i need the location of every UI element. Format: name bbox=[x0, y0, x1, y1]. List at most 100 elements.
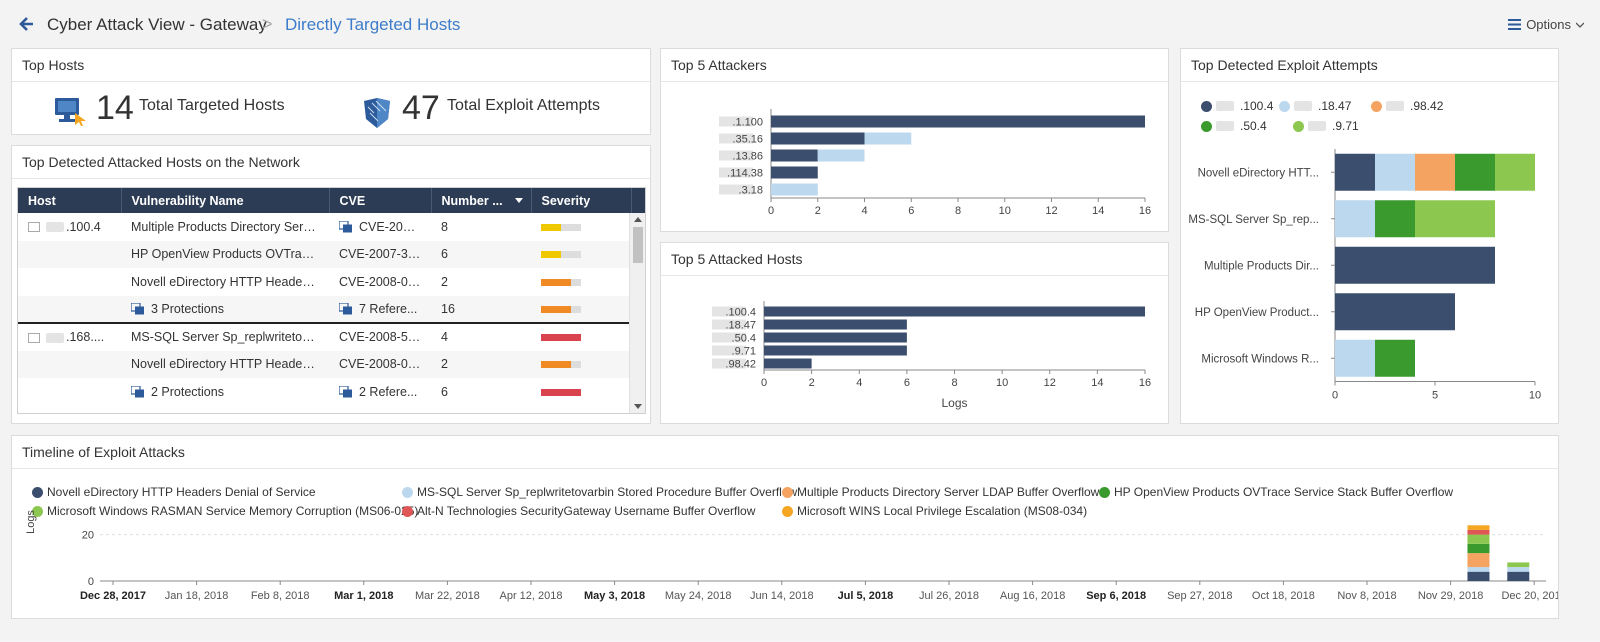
timeline-bar-segment[interactable] bbox=[1467, 567, 1490, 572]
bar-segment[interactable] bbox=[1375, 153, 1415, 191]
cve-cell[interactable]: CVE-2006... bbox=[329, 213, 431, 241]
legend-item[interactable]: .100.4 bbox=[1201, 99, 1273, 113]
panel-title: Top Detected Exploit Attempts bbox=[1191, 57, 1378, 73]
column-header-number[interactable]: Number ... bbox=[431, 188, 532, 213]
legend-item[interactable]: .98.42 bbox=[1371, 99, 1443, 113]
exploit-attempts-panel: Top Detected Exploit Attempts .100.4 .18.… bbox=[1180, 48, 1559, 424]
back-arrow-icon[interactable] bbox=[17, 14, 37, 34]
vulnerability-cell[interactable]: 2 Protections bbox=[121, 378, 329, 406]
bar-segment[interactable] bbox=[1335, 153, 1375, 191]
copy-icon[interactable] bbox=[131, 386, 145, 398]
legend-item[interactable]: .50.4 bbox=[1201, 119, 1267, 133]
sort-desc-icon[interactable] bbox=[514, 198, 523, 203]
category-label: .3.18 bbox=[739, 185, 763, 197]
timeline-bar-segment[interactable] bbox=[1467, 534, 1490, 544]
scroll-down-icon[interactable] bbox=[634, 404, 642, 409]
bar-segment[interactable] bbox=[1335, 200, 1375, 238]
bar-segment[interactable] bbox=[1335, 293, 1455, 331]
legend-item[interactable]: MS-SQL Server Sp_replwritetovarbin Store… bbox=[402, 485, 797, 499]
bar-segment[interactable] bbox=[1415, 153, 1455, 191]
scroll-up-icon[interactable] bbox=[634, 217, 642, 222]
legend-item[interactable]: Microsoft WINS Local Privilege Escalatio… bbox=[782, 504, 1087, 518]
scroll-thumb[interactable] bbox=[633, 227, 643, 263]
table-row[interactable]: Novell eDirectory HTTP Headers ... CVE-20… bbox=[18, 268, 645, 296]
bar[interactable] bbox=[764, 345, 907, 356]
bar[interactable] bbox=[771, 183, 818, 196]
bar-segment[interactable] bbox=[1495, 153, 1535, 191]
timeline-bar-segment[interactable] bbox=[1467, 553, 1490, 568]
cve-cell[interactable]: CVE-2008-0927 bbox=[329, 350, 431, 378]
column-header-host[interactable]: Host bbox=[18, 188, 122, 213]
x-tick-label: 5 bbox=[1432, 390, 1438, 402]
timeline-bar-segment[interactable] bbox=[1467, 571, 1490, 581]
copy-icon[interactable] bbox=[131, 303, 145, 315]
table-row[interactable]: HP OpenView Products OVTrace ... CVE-2007… bbox=[18, 240, 645, 268]
legend-item[interactable]: .9.71 bbox=[1293, 119, 1359, 133]
x-tick-label: 10 bbox=[1529, 390, 1541, 402]
bar[interactable] bbox=[864, 132, 912, 145]
bar[interactable] bbox=[771, 149, 818, 162]
table-row[interactable]: Novell eDirectory HTTP Headers ... CVE-20… bbox=[18, 350, 645, 378]
bar-segment[interactable] bbox=[1335, 339, 1375, 377]
table-row[interactable]: 3 Protections 7 Refere... 16 bbox=[18, 295, 645, 324]
cve-cell[interactable]: CVE-2008-5416 bbox=[329, 323, 431, 351]
options-button[interactable]: Options bbox=[1508, 17, 1584, 32]
cve-cell[interactable]: CVE-2008-0927 bbox=[329, 268, 431, 296]
legend-item[interactable]: Alt-N Technologies SecurityGateway Usern… bbox=[402, 504, 755, 518]
legend-item[interactable]: HP OpenView Products OVTrace Service Sta… bbox=[1099, 485, 1453, 499]
vulnerability-name: HP OpenView Products OVTrace ... bbox=[131, 247, 329, 262]
column-header-cve[interactable]: CVE bbox=[329, 188, 432, 213]
cve-cell[interactable]: 2 Refere... bbox=[329, 378, 431, 406]
host-icon bbox=[28, 222, 40, 233]
legend-item[interactable]: Novell eDirectory HTTP Headers Denial of… bbox=[32, 485, 316, 499]
bar[interactable] bbox=[764, 358, 812, 369]
table-row[interactable]: .168.... MS-SQL Server Sp_replwritetova..… bbox=[18, 323, 645, 351]
copy-icon[interactable] bbox=[339, 303, 353, 315]
bar[interactable] bbox=[764, 319, 907, 330]
redacted-ip bbox=[1308, 121, 1326, 131]
timeline-bar-segment[interactable] bbox=[1467, 525, 1490, 530]
copy-icon[interactable] bbox=[339, 221, 353, 233]
cve-cell[interactable]: CVE-2007-3872 bbox=[329, 240, 431, 268]
number-cell: 2 bbox=[431, 350, 531, 378]
vulnerability-cell[interactable]: 3 Protections bbox=[121, 295, 329, 324]
bar[interactable] bbox=[817, 149, 865, 162]
bar-segment[interactable] bbox=[1415, 200, 1495, 238]
bar[interactable] bbox=[771, 132, 865, 145]
legend-item[interactable]: Multiple Products Directory Server LDAP … bbox=[782, 485, 1105, 499]
bar[interactable] bbox=[764, 332, 907, 343]
y-tick-label: 0 bbox=[88, 576, 94, 588]
legend-item[interactable]: .18.47 bbox=[1279, 99, 1351, 113]
bar-segment[interactable] bbox=[1375, 339, 1415, 377]
timeline-bar-segment[interactable] bbox=[1467, 543, 1490, 554]
copy-icon[interactable] bbox=[339, 386, 353, 398]
bar[interactable] bbox=[764, 306, 1145, 317]
number-cell: 4 bbox=[441, 330, 448, 345]
x-tick-label: Jun 14, 2018 bbox=[750, 590, 814, 602]
breadcrumb-current: Directly Targeted Hosts bbox=[285, 15, 461, 34]
host-cell bbox=[18, 378, 121, 406]
bar-segment[interactable] bbox=[1375, 200, 1415, 238]
timeline-bar-segment[interactable] bbox=[1467, 529, 1490, 535]
table-row[interactable]: .100.4 Multiple Products Directory Serv..… bbox=[18, 213, 645, 241]
monitor-icon bbox=[55, 98, 86, 126]
bar[interactable] bbox=[771, 115, 1145, 128]
breadcrumb-parent[interactable]: Cyber Attack View - Gateway bbox=[47, 15, 267, 34]
column-header-severity[interactable]: Severity bbox=[531, 188, 632, 213]
number-cell: 8 bbox=[441, 219, 448, 234]
bar-segment[interactable] bbox=[1455, 153, 1495, 191]
cve-cell[interactable]: 7 Refere... bbox=[329, 295, 431, 324]
timeline-bar-segment[interactable] bbox=[1507, 571, 1530, 581]
legend-item[interactable]: Microsoft Windows RASMAN Service Memory … bbox=[32, 504, 418, 518]
table-scrollbar[interactable] bbox=[629, 213, 645, 413]
table-row[interactable]: 2 Protections 2 Refere... 6 bbox=[18, 378, 645, 406]
x-tick-label: Aug 16, 2018 bbox=[1000, 590, 1065, 602]
column-header-vulnerability[interactable]: Vulnerability Name bbox=[121, 188, 330, 213]
legend-dot-icon bbox=[32, 486, 43, 498]
timeline-bar-segment[interactable] bbox=[1507, 562, 1530, 568]
bar[interactable] bbox=[771, 166, 818, 179]
bar-segment[interactable] bbox=[1335, 246, 1495, 284]
top-attackers-panel: Top 5 Attackers .1.100 .35.16 .13.86 .114.3… bbox=[660, 48, 1169, 232]
x-tick-label: Mar 22, 2018 bbox=[415, 590, 480, 602]
timeline-bar-segment[interactable] bbox=[1507, 567, 1530, 572]
